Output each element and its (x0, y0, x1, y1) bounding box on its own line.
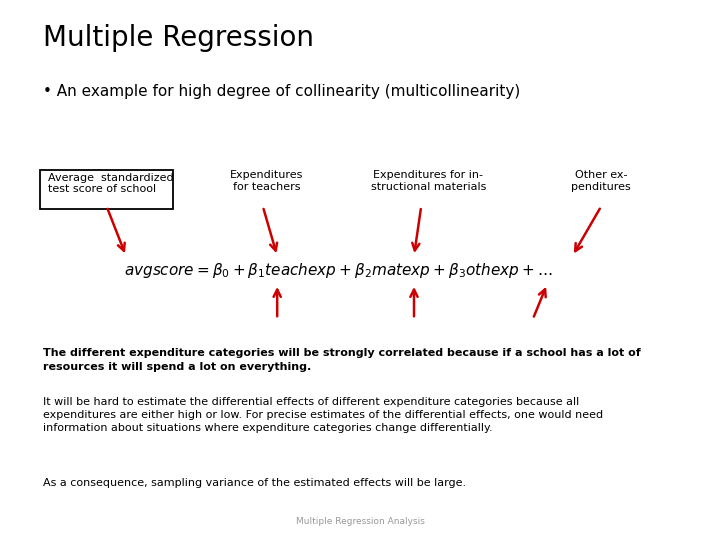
Text: It will be hard to estimate the differential effects of different expenditure ca: It will be hard to estimate the differen… (43, 397, 603, 433)
Text: $avgscore = \beta_0 + \beta_1 teachexp + \beta_2 matexp + \beta_3 othexp + \ldot: $avgscore = \beta_0 + \beta_1 teachexp +… (124, 260, 553, 280)
Bar (40, 170, 173, 209)
Text: Expenditures
for teachers: Expenditures for teachers (230, 170, 303, 192)
Text: The different expenditure categories will be strongly correlated because if a sc: The different expenditure categories wil… (43, 348, 641, 372)
Text: Expenditures for in-
structional materials: Expenditures for in- structional materia… (371, 170, 486, 192)
Text: Multiple Regression: Multiple Regression (43, 24, 314, 52)
Text: As a consequence, sampling variance of the estimated effects will be large.: As a consequence, sampling variance of t… (43, 478, 467, 488)
Text: Average  standardized
test score of school: Average standardized test score of schoo… (48, 173, 174, 194)
Text: Multiple Regression Analysis: Multiple Regression Analysis (296, 517, 424, 526)
Text: • An example for high degree of collinearity (multicollinearity): • An example for high degree of collinea… (43, 84, 521, 99)
Text: Other ex-
penditures: Other ex- penditures (572, 170, 631, 192)
